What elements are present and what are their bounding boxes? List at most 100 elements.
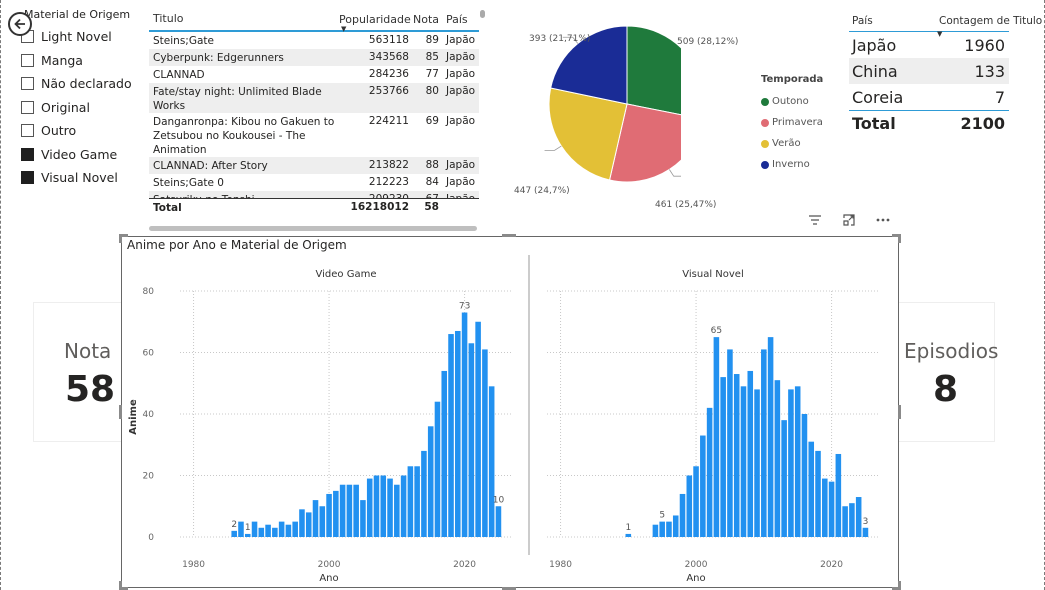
table-row[interactable]: Fate/stay night: Unlimited Blade Works 25… [149,83,479,113]
bar-video-game[interactable] [244,533,251,537]
bar-visual-novel[interactable] [720,377,726,537]
bar-visual-novel[interactable] [672,515,679,537]
bar-video-game[interactable] [258,527,265,537]
bar-visual-novel[interactable] [781,420,787,537]
bar-visual-novel[interactable] [788,389,794,537]
bar-visual-novel[interactable] [794,386,801,537]
bar-video-game[interactable] [366,478,373,537]
table-row[interactable]: Cyberpunk: Edgerunners 343568 85 Japão [149,49,479,66]
bar-visual-novel[interactable] [679,493,686,537]
bar-visual-novel[interactable] [862,527,869,537]
bar-visual-novel[interactable] [700,435,706,537]
bar-visual-novel[interactable] [652,524,659,537]
bar-visual-novel[interactable] [849,503,855,537]
bar-visual-novel[interactable] [686,475,693,538]
bar-visual-novel[interactable] [733,374,740,537]
table-body[interactable]: Steins;Gate 563118 89 Japão Cyberpunk: Edger… [149,32,479,198]
legend-item[interactable]: Outono [761,91,823,112]
col-header-pais[interactable]: País [446,13,468,26]
bar-video-game[interactable] [475,321,481,537]
bar-video-game[interactable] [387,478,393,537]
bar-visual-novel[interactable] [808,441,815,537]
slicer-item[interactable]: Manga [21,49,141,73]
slicer-item[interactable]: Light Novel [21,25,141,49]
bar-visual-novel[interactable] [822,478,828,537]
country-row[interactable]: Japão 1960 [849,32,1009,58]
filter-icon[interactable] [807,212,823,228]
bar-visual-novel[interactable] [693,466,699,537]
resize-handle-tr[interactable] [892,234,901,237]
table-row[interactable]: Steins;Gate 563118 89 Japão [149,32,479,49]
checkbox[interactable] [21,100,34,114]
bar-visual-novel[interactable] [740,386,747,537]
bar-video-game[interactable] [326,493,332,537]
bar-visual-novel[interactable] [855,497,862,537]
table-row[interactable]: Steins;Gate 0 212223 84 Japão [149,174,479,191]
bar-video-game[interactable] [495,506,502,537]
bar-visual-novel[interactable] [754,389,760,537]
slicer-item[interactable]: Outro [21,119,141,143]
col-header-pais[interactable]: País [852,15,873,27]
bar-video-game[interactable] [299,509,305,537]
slicer-item[interactable]: Não declarado [21,72,141,96]
pie-slice-vero[interactable] [548,87,628,181]
bar-video-game[interactable] [353,484,359,537]
table-row[interactable]: Satsuriku no Tenshi20923067Japão [149,191,479,198]
bar-visual-novel[interactable] [706,407,713,537]
pie-slice-outono[interactable] [626,25,681,119]
bar-video-game[interactable] [278,521,285,537]
bar-visual-novel[interactable] [767,337,774,537]
bar-video-game[interactable] [421,450,427,537]
resize-handle-tl-v[interactable] [119,234,122,243]
legend-item[interactable]: Verão [761,133,823,154]
legend-item[interactable]: Inverno [761,154,823,175]
pie-slice-inverno[interactable] [550,25,628,105]
table-row[interactable]: CLANNAD: After Story 213822 88 Japão [149,157,479,174]
bar-video-game[interactable] [231,530,237,537]
checkbox[interactable] [21,124,34,138]
bar-video-game[interactable] [285,524,292,537]
col-header-titulo[interactable]: Titulo [153,12,184,25]
bar-video-game[interactable] [448,334,454,537]
bar-video-game[interactable] [380,475,387,538]
bar-video-game[interactable] [394,484,400,537]
vertical-scrollbar[interactable] [480,10,485,18]
bar-visual-novel[interactable] [828,481,835,537]
bar-visual-novel[interactable] [713,337,720,537]
bar-visual-novel[interactable] [666,521,672,537]
checkbox-checked[interactable] [21,171,34,185]
slicer-item[interactable]: Original [21,96,141,120]
bar-video-game[interactable] [407,466,414,537]
col-header-nota[interactable]: Nota [412,13,439,26]
col-header-popularidade[interactable]: Popularidade ▼ [339,11,411,33]
bar-visual-novel[interactable] [774,380,781,537]
checkbox-checked[interactable] [21,147,34,161]
bar-video-game[interactable] [272,527,278,537]
bar-video-game[interactable] [305,512,312,537]
resize-handle-right[interactable] [898,405,901,419]
bar-visual-novel[interactable] [659,521,665,537]
bar-video-game[interactable] [427,426,434,537]
bar-video-game[interactable] [319,506,326,537]
anime-by-year-chart[interactable]: Anime por Ano e Material de Origem Anime… [119,234,901,590]
bar-visual-novel[interactable] [625,533,632,537]
resize-handle-bl[interactable] [119,587,128,590]
slicer-item[interactable]: Visual Novel [21,166,141,190]
bar-video-game[interactable] [292,521,298,537]
back-button[interactable] [8,12,32,36]
resize-handle-tr-v[interactable] [898,234,901,243]
bar-visual-novel[interactable] [727,349,733,537]
bar-video-game[interactable] [400,475,407,538]
resize-handle-bl-v[interactable] [119,581,122,590]
bar-visual-novel[interactable] [815,450,821,537]
resize-handle-top[interactable] [502,234,516,237]
resize-handle-br[interactable] [892,587,901,590]
bar-video-game[interactable] [488,386,495,537]
pie-slice-primavera[interactable] [608,103,681,183]
bar-video-game[interactable] [312,500,319,537]
horizontal-scrollbar[interactable] [149,226,477,231]
table-row[interactable]: Danganronpa: Kibou no Gakuen to Zetsubou… [149,113,479,157]
bar-video-game[interactable] [346,484,353,537]
bar-video-game[interactable] [373,475,380,538]
country-row[interactable]: Coreia 7 [849,84,1009,110]
